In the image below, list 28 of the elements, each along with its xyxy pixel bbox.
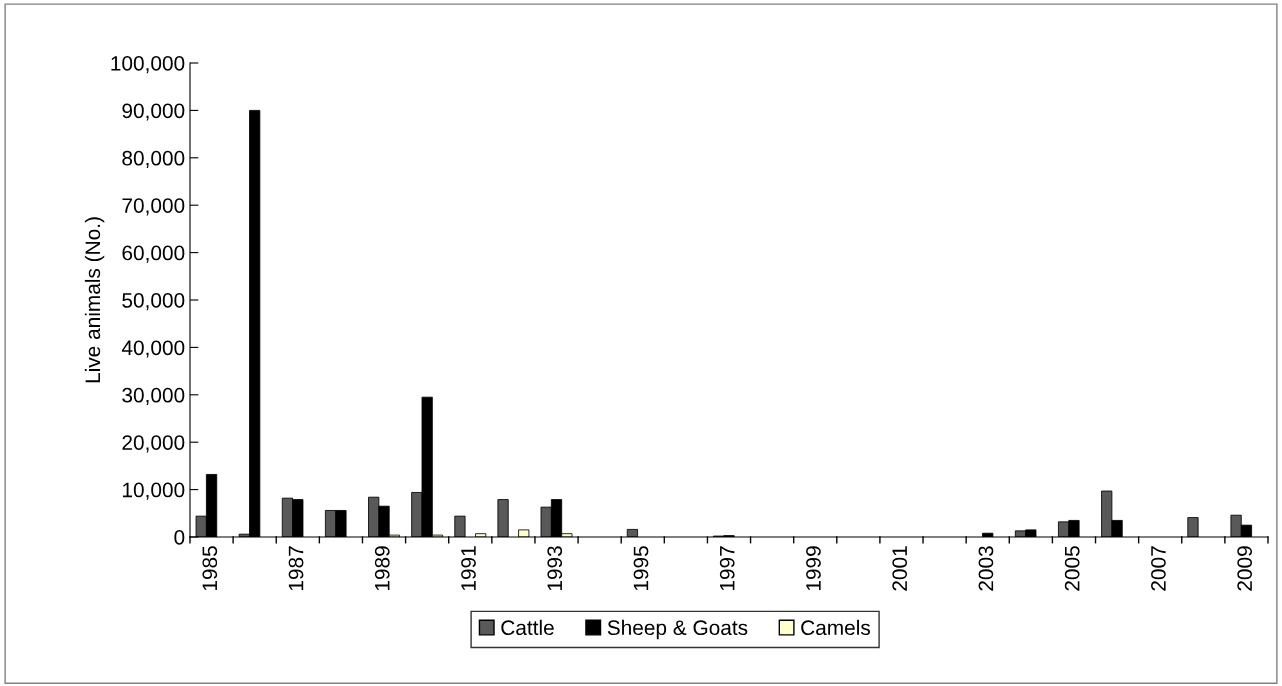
y-tick-label: 70,000 (122, 198, 185, 216)
y-tick-label: 10,000 (123, 482, 185, 500)
x-tick-label: 1993 (547, 546, 563, 591)
x-tick-label: 1999 (806, 546, 821, 591)
y-tick-label: 80,000 (122, 150, 185, 169)
legend-label: Camels (801, 619, 871, 636)
legend-label: Sheep & Goats (607, 619, 748, 640)
y-tick-label: 20,000 (122, 435, 185, 453)
y-tick-label: 30,000 (122, 387, 185, 406)
x-tick-label: 2009 (1237, 546, 1253, 591)
y-tick-label: 100,000 (111, 56, 185, 74)
y-tick-label: 0 (174, 530, 185, 545)
x-tick-label: 2003 (978, 546, 994, 591)
y-tick-label: 50,000 (122, 293, 185, 311)
x-tick-label: 1987 (288, 546, 304, 591)
x-tick-label: 1995 (633, 546, 649, 591)
x-tick-label: 1997 (719, 546, 735, 591)
y-tick-label: 40,000 (121, 340, 185, 358)
y-axis-title: Live animals (No.) (84, 217, 105, 383)
x-tick-label: 1985 (202, 546, 218, 591)
y-tick-label: 60,000 (122, 245, 185, 263)
x-tick-label: 2005 (1064, 546, 1080, 591)
x-tick-label: 1991 (461, 546, 476, 591)
y-tick-label: 90,000 (122, 103, 185, 121)
legend-label: Cattle (501, 619, 554, 636)
x-tick-label: 2001 (892, 546, 908, 591)
x-tick-label: 2007 (1151, 546, 1166, 591)
x-tick-label: 1989 (374, 546, 390, 591)
